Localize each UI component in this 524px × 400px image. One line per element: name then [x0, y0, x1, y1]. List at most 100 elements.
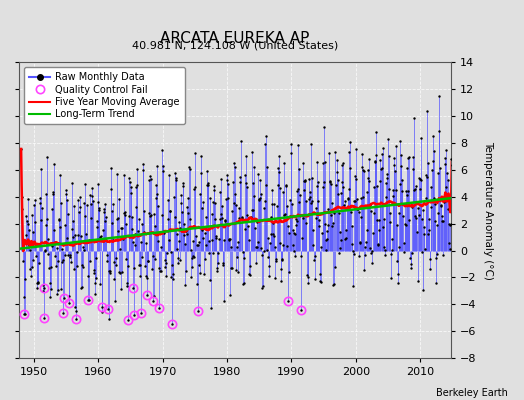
Point: [253, 244, 261, 250]
Point: [247, 214, 255, 220]
Point: [406, 261, 414, 267]
Point: [367, 208, 375, 214]
Point: [228, 264, 236, 271]
Point: [310, 276, 319, 282]
Point: [26, 266, 34, 272]
Point: [383, 175, 391, 181]
Point: [323, 236, 331, 242]
Point: [164, 197, 172, 204]
Point: [246, 215, 255, 221]
Point: [291, 231, 299, 237]
Point: [174, 218, 183, 225]
Point: [43, 216, 51, 222]
Point: [384, 153, 392, 160]
Point: [378, 144, 387, 151]
Point: [429, 147, 438, 154]
Point: [209, 250, 217, 256]
Point: [312, 159, 321, 165]
Point: [51, 238, 59, 245]
Point: [229, 179, 237, 185]
Point: [368, 260, 376, 267]
Point: [283, 298, 292, 304]
Point: [352, 176, 361, 182]
Point: [20, 311, 28, 318]
Point: [279, 242, 287, 248]
Point: [72, 308, 81, 314]
Point: [372, 152, 380, 158]
Point: [354, 206, 362, 212]
Point: [33, 280, 41, 286]
Point: [240, 254, 248, 261]
Point: [412, 214, 421, 221]
Point: [325, 178, 334, 184]
Point: [311, 205, 320, 212]
Point: [293, 142, 302, 148]
Point: [93, 224, 101, 231]
Point: [37, 166, 45, 172]
Point: [211, 199, 219, 206]
Point: [387, 251, 396, 257]
Point: [117, 286, 125, 292]
Point: [414, 205, 422, 211]
Point: [385, 186, 394, 193]
Point: [290, 253, 299, 259]
Point: [88, 185, 96, 192]
Point: [263, 246, 271, 253]
Point: [259, 283, 267, 289]
Point: [297, 253, 305, 260]
Point: [97, 233, 105, 240]
Point: [248, 149, 256, 155]
Point: [91, 280, 100, 287]
Point: [64, 293, 73, 299]
Point: [114, 214, 122, 221]
Point: [146, 212, 154, 219]
Point: [100, 206, 108, 212]
Point: [182, 268, 191, 274]
Point: [221, 216, 230, 223]
Point: [416, 186, 424, 192]
Point: [304, 280, 312, 286]
Point: [157, 244, 165, 251]
Point: [396, 138, 405, 144]
Point: [414, 212, 423, 218]
Point: [344, 195, 353, 202]
Point: [356, 214, 365, 220]
Point: [185, 164, 193, 171]
Point: [242, 153, 250, 160]
Point: [324, 206, 333, 212]
Point: [110, 276, 118, 282]
Point: [354, 252, 363, 259]
Point: [308, 175, 316, 181]
Point: [424, 227, 433, 233]
Point: [442, 184, 451, 190]
Point: [400, 248, 408, 255]
Point: [37, 216, 46, 223]
Point: [288, 200, 296, 207]
Point: [34, 279, 42, 286]
Point: [366, 202, 374, 209]
Point: [102, 236, 111, 243]
Point: [173, 231, 181, 238]
Point: [150, 210, 158, 217]
Point: [258, 251, 266, 258]
Point: [194, 242, 202, 248]
Point: [296, 199, 304, 205]
Point: [121, 212, 129, 218]
Point: [319, 184, 327, 190]
Point: [425, 216, 433, 223]
Point: [301, 176, 310, 183]
Point: [165, 172, 173, 178]
Point: [289, 226, 297, 233]
Point: [256, 195, 265, 202]
Point: [215, 216, 224, 223]
Point: [114, 227, 123, 234]
Point: [374, 242, 383, 248]
Point: [67, 225, 75, 232]
Point: [79, 243, 88, 250]
Point: [124, 317, 132, 324]
Point: [372, 129, 380, 135]
Point: [107, 208, 116, 214]
Point: [19, 258, 27, 264]
Point: [236, 178, 245, 185]
Point: [289, 230, 298, 236]
